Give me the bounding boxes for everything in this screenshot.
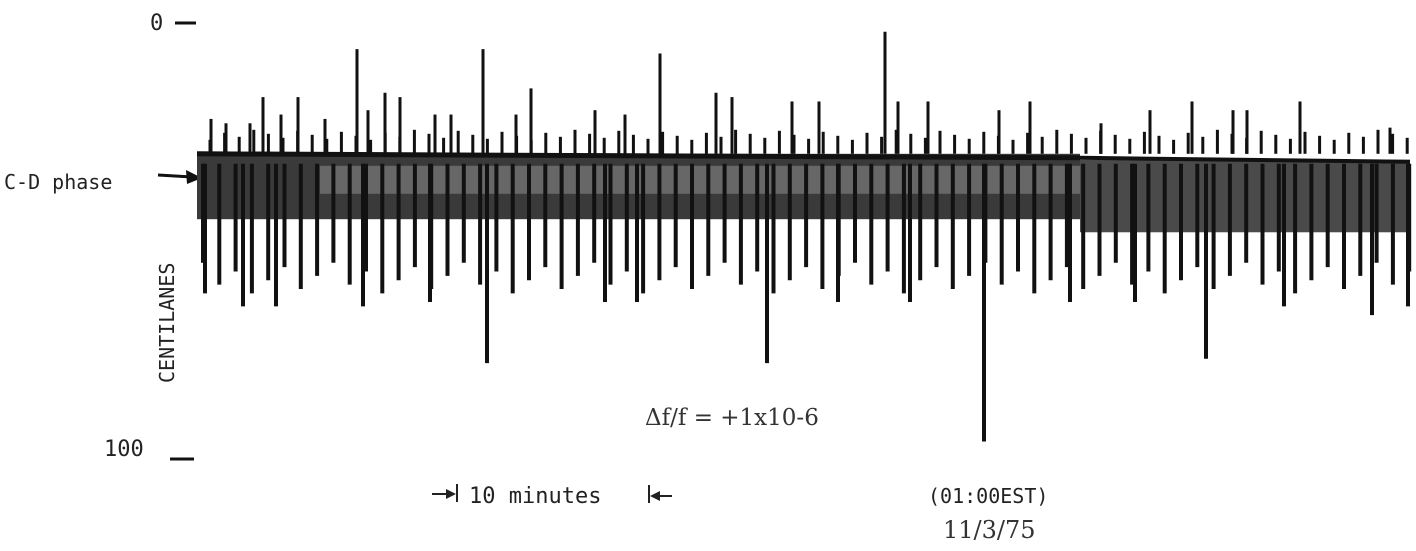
time-scale-left-arrow-icon <box>432 484 458 502</box>
y-tick-label-0: 0 <box>150 11 163 36</box>
reference-line <box>196 151 1081 161</box>
time-scale-annotation: 10 minutes <box>469 484 601 509</box>
date-annotation: 11/3/75 <box>943 516 1036 544</box>
y-tick-label-100: 100 <box>104 437 144 462</box>
trace-band-light <box>320 165 1080 194</box>
reference-label: C-D phase <box>4 170 112 194</box>
phase-trace <box>196 31 1412 442</box>
time-marker-annotation: (01:00EST) <box>928 484 1048 508</box>
frequency-offset-annotation: Δf/f = +1x10-6 <box>645 405 819 431</box>
y-axis-label: CENTILANES <box>155 263 179 383</box>
reference-line <box>1079 155 1411 164</box>
reference-arrow-icon <box>157 170 202 184</box>
time-scale-right-arrow-icon <box>648 485 672 503</box>
